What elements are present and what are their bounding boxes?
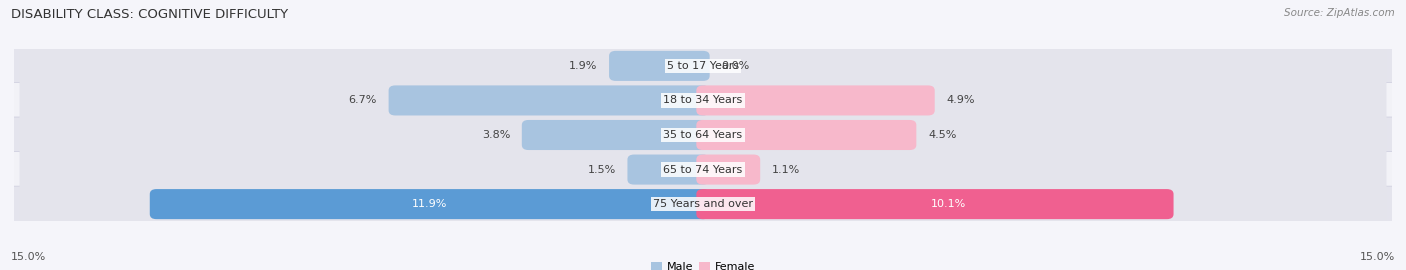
FancyBboxPatch shape [20,78,1386,123]
Text: 35 to 64 Years: 35 to 64 Years [664,130,742,140]
FancyBboxPatch shape [696,85,935,116]
Text: 4.9%: 4.9% [946,95,974,106]
FancyBboxPatch shape [696,154,761,185]
Legend: Male, Female: Male, Female [647,257,759,270]
Text: Source: ZipAtlas.com: Source: ZipAtlas.com [1284,8,1395,18]
FancyBboxPatch shape [696,120,917,150]
FancyBboxPatch shape [13,151,1393,188]
Text: 18 to 34 Years: 18 to 34 Years [664,95,742,106]
FancyBboxPatch shape [627,154,710,185]
FancyBboxPatch shape [20,147,1386,192]
Text: 4.5%: 4.5% [928,130,956,140]
Text: 15.0%: 15.0% [11,252,46,262]
Text: 1.1%: 1.1% [772,164,800,175]
FancyBboxPatch shape [20,113,1386,157]
Text: DISABILITY CLASS: COGNITIVE DIFFICULTY: DISABILITY CLASS: COGNITIVE DIFFICULTY [11,8,288,21]
FancyBboxPatch shape [20,43,1386,88]
FancyBboxPatch shape [696,189,1174,219]
FancyBboxPatch shape [150,189,710,219]
Text: 3.8%: 3.8% [482,130,510,140]
FancyBboxPatch shape [522,120,710,150]
Text: 10.1%: 10.1% [931,199,966,209]
FancyBboxPatch shape [13,48,1393,84]
Text: 75 Years and over: 75 Years and over [652,199,754,209]
Text: 65 to 74 Years: 65 to 74 Years [664,164,742,175]
Text: 1.5%: 1.5% [588,164,616,175]
FancyBboxPatch shape [609,51,710,81]
FancyBboxPatch shape [388,85,710,116]
FancyBboxPatch shape [13,186,1393,222]
Text: 5 to 17 Years: 5 to 17 Years [666,61,740,71]
FancyBboxPatch shape [13,82,1393,119]
Text: 15.0%: 15.0% [1360,252,1395,262]
FancyBboxPatch shape [13,117,1393,153]
FancyBboxPatch shape [20,182,1386,227]
Text: 0.0%: 0.0% [721,61,749,71]
Text: 11.9%: 11.9% [412,199,447,209]
Text: 6.7%: 6.7% [349,95,377,106]
Text: 1.9%: 1.9% [569,61,598,71]
